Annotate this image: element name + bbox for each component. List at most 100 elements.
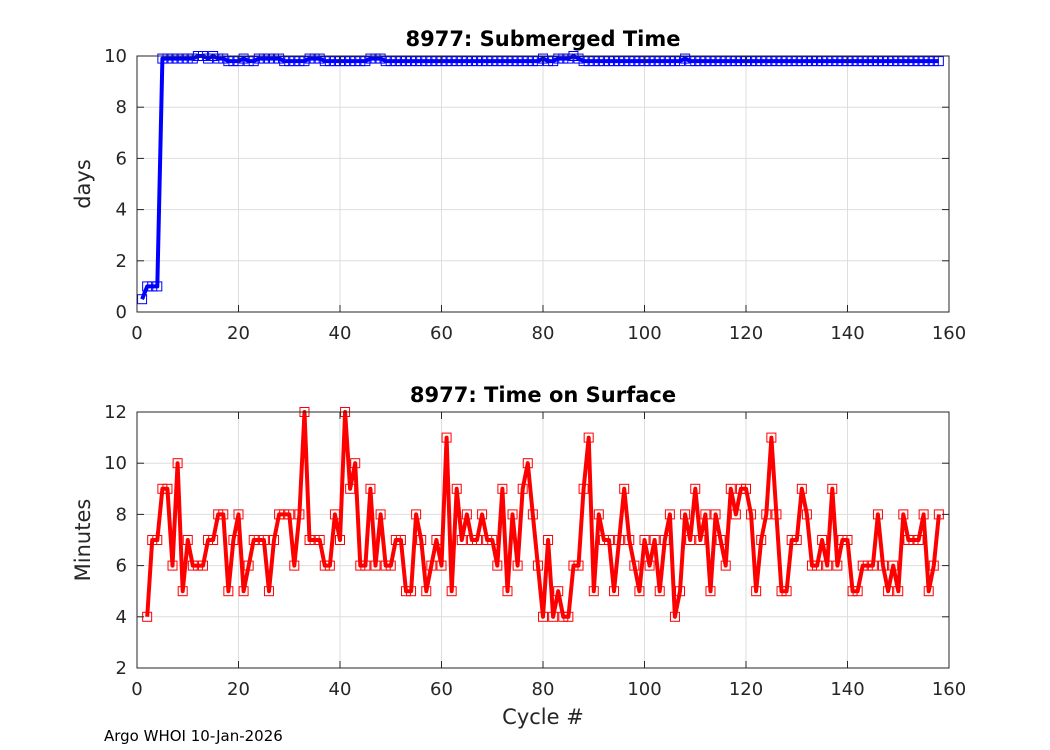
surface-data-point — [893, 586, 904, 597]
surface-data-point — [335, 535, 345, 545]
surface-data-point — [263, 586, 274, 597]
submerged-data-point — [776, 56, 787, 67]
surface-y-tick-label: 10 — [104, 453, 127, 474]
submerged-y-axis-label: days — [71, 159, 95, 209]
submerged-data-point — [522, 56, 533, 67]
surface-data-point — [304, 535, 315, 545]
submerged-data-point — [426, 56, 437, 67]
submerged-data-point — [167, 53, 178, 64]
submerged-time-chart: 0 20 40 60 80 100 120 140 160 0 2 4 6 8 10 8977: Subm… — [71, 27, 966, 344]
submerged-data-point — [263, 53, 274, 64]
surface-data-point — [350, 458, 361, 469]
submerged-data-point — [406, 56, 417, 67]
surface-data-point — [289, 560, 300, 571]
submerged-data-point — [446, 56, 457, 67]
surface-data-point — [796, 483, 807, 494]
submerged-data-point — [147, 281, 158, 292]
submerged-data-point — [801, 56, 812, 67]
surface-data-point — [395, 535, 406, 545]
submerged-data-point — [593, 56, 604, 67]
surface-data-point — [177, 586, 188, 597]
surface-data-point — [416, 535, 427, 545]
submerged-data-point — [690, 56, 701, 67]
submerged-data-point — [588, 56, 599, 67]
submerged-data-point — [928, 56, 939, 67]
surface-data-point — [208, 535, 219, 545]
surface-data-point — [172, 458, 183, 469]
submerged-data-point — [243, 56, 254, 67]
surface-data-point — [705, 586, 716, 597]
surface-y-tick-label: 6 — [116, 556, 127, 577]
submerged-y-tick-label: 10 — [104, 46, 127, 67]
submerged-data-point — [284, 56, 295, 67]
submerged-x-tick-label: 20 — [227, 323, 250, 344]
surface-data-point — [223, 586, 234, 597]
surface-data-point — [431, 535, 442, 545]
surface-data-point — [243, 560, 254, 571]
submerged-data-point — [502, 56, 513, 67]
submerged-data-point — [603, 56, 614, 67]
surface-data-point — [771, 509, 782, 520]
surface-data-point — [152, 535, 163, 545]
surface-data-point — [553, 586, 564, 597]
surface-data-point — [923, 586, 934, 597]
surface-data-point — [451, 483, 462, 494]
submerged-data-point — [751, 56, 762, 67]
submerged-data-point — [827, 56, 838, 67]
submerged-data-point — [400, 56, 411, 67]
submerged-data-point — [614, 56, 625, 67]
surface-data-point — [218, 509, 229, 520]
surface-data-point — [228, 535, 239, 545]
surface-data-point — [248, 535, 259, 545]
surface-data-point — [558, 611, 569, 622]
surface-data-point — [324, 560, 335, 571]
surface-data-point — [918, 509, 929, 520]
surface-x-tick-label: 80 — [532, 679, 555, 700]
surface-y-ticks: 2 4 6 8 10 12 — [104, 402, 949, 679]
surface-x-tick-label: 120 — [729, 679, 763, 700]
surface-data-point — [456, 535, 467, 545]
submerged-data-point — [893, 56, 904, 67]
submerged-data-point — [228, 56, 239, 67]
submerged-data-point — [441, 56, 452, 67]
submerged-data-point — [385, 56, 396, 67]
submerged-data-point — [644, 56, 655, 67]
surface-data-point — [720, 560, 731, 571]
surface-data-point — [269, 535, 280, 545]
surface-data-point — [345, 483, 356, 494]
submerged-data-point — [461, 56, 472, 67]
surface-data-point — [867, 560, 878, 571]
submerged-data-point — [497, 56, 508, 67]
surface-data-point — [903, 535, 914, 545]
submerged-data-point — [578, 56, 589, 67]
surface-data-point — [583, 432, 594, 443]
surface-data-point — [847, 586, 858, 597]
submerged-data-point — [781, 56, 792, 67]
submerged-data-point — [466, 56, 477, 67]
surface-data-point — [512, 560, 523, 571]
submerged-data-point — [563, 53, 574, 64]
submerged-y-tick-label: 0 — [116, 302, 127, 323]
submerged-data-point — [365, 53, 376, 64]
surface-data-point — [390, 535, 401, 545]
surface-data-point — [532, 560, 543, 571]
submerged-data-point — [725, 56, 736, 67]
submerged-data-point — [705, 56, 716, 67]
surface-data-point — [624, 535, 635, 545]
submerged-data-point — [375, 53, 386, 64]
surface-data-point — [700, 509, 711, 520]
surface-data-point — [421, 586, 432, 597]
surface-data-point — [842, 535, 853, 545]
submerged-data-point — [918, 56, 929, 67]
surface-data-point — [822, 560, 833, 571]
submerged-data-point — [923, 56, 934, 67]
surface-data-point — [735, 483, 746, 494]
submerged-data-point — [304, 53, 315, 64]
submerged-data-point — [532, 56, 543, 67]
submerged-data-point — [527, 56, 538, 67]
surface-data-point — [563, 611, 574, 622]
submerged-data-point — [482, 56, 493, 67]
submerged-data-point — [360, 56, 371, 67]
surface-data-point — [538, 611, 548, 622]
submerged-data-point — [380, 56, 391, 67]
